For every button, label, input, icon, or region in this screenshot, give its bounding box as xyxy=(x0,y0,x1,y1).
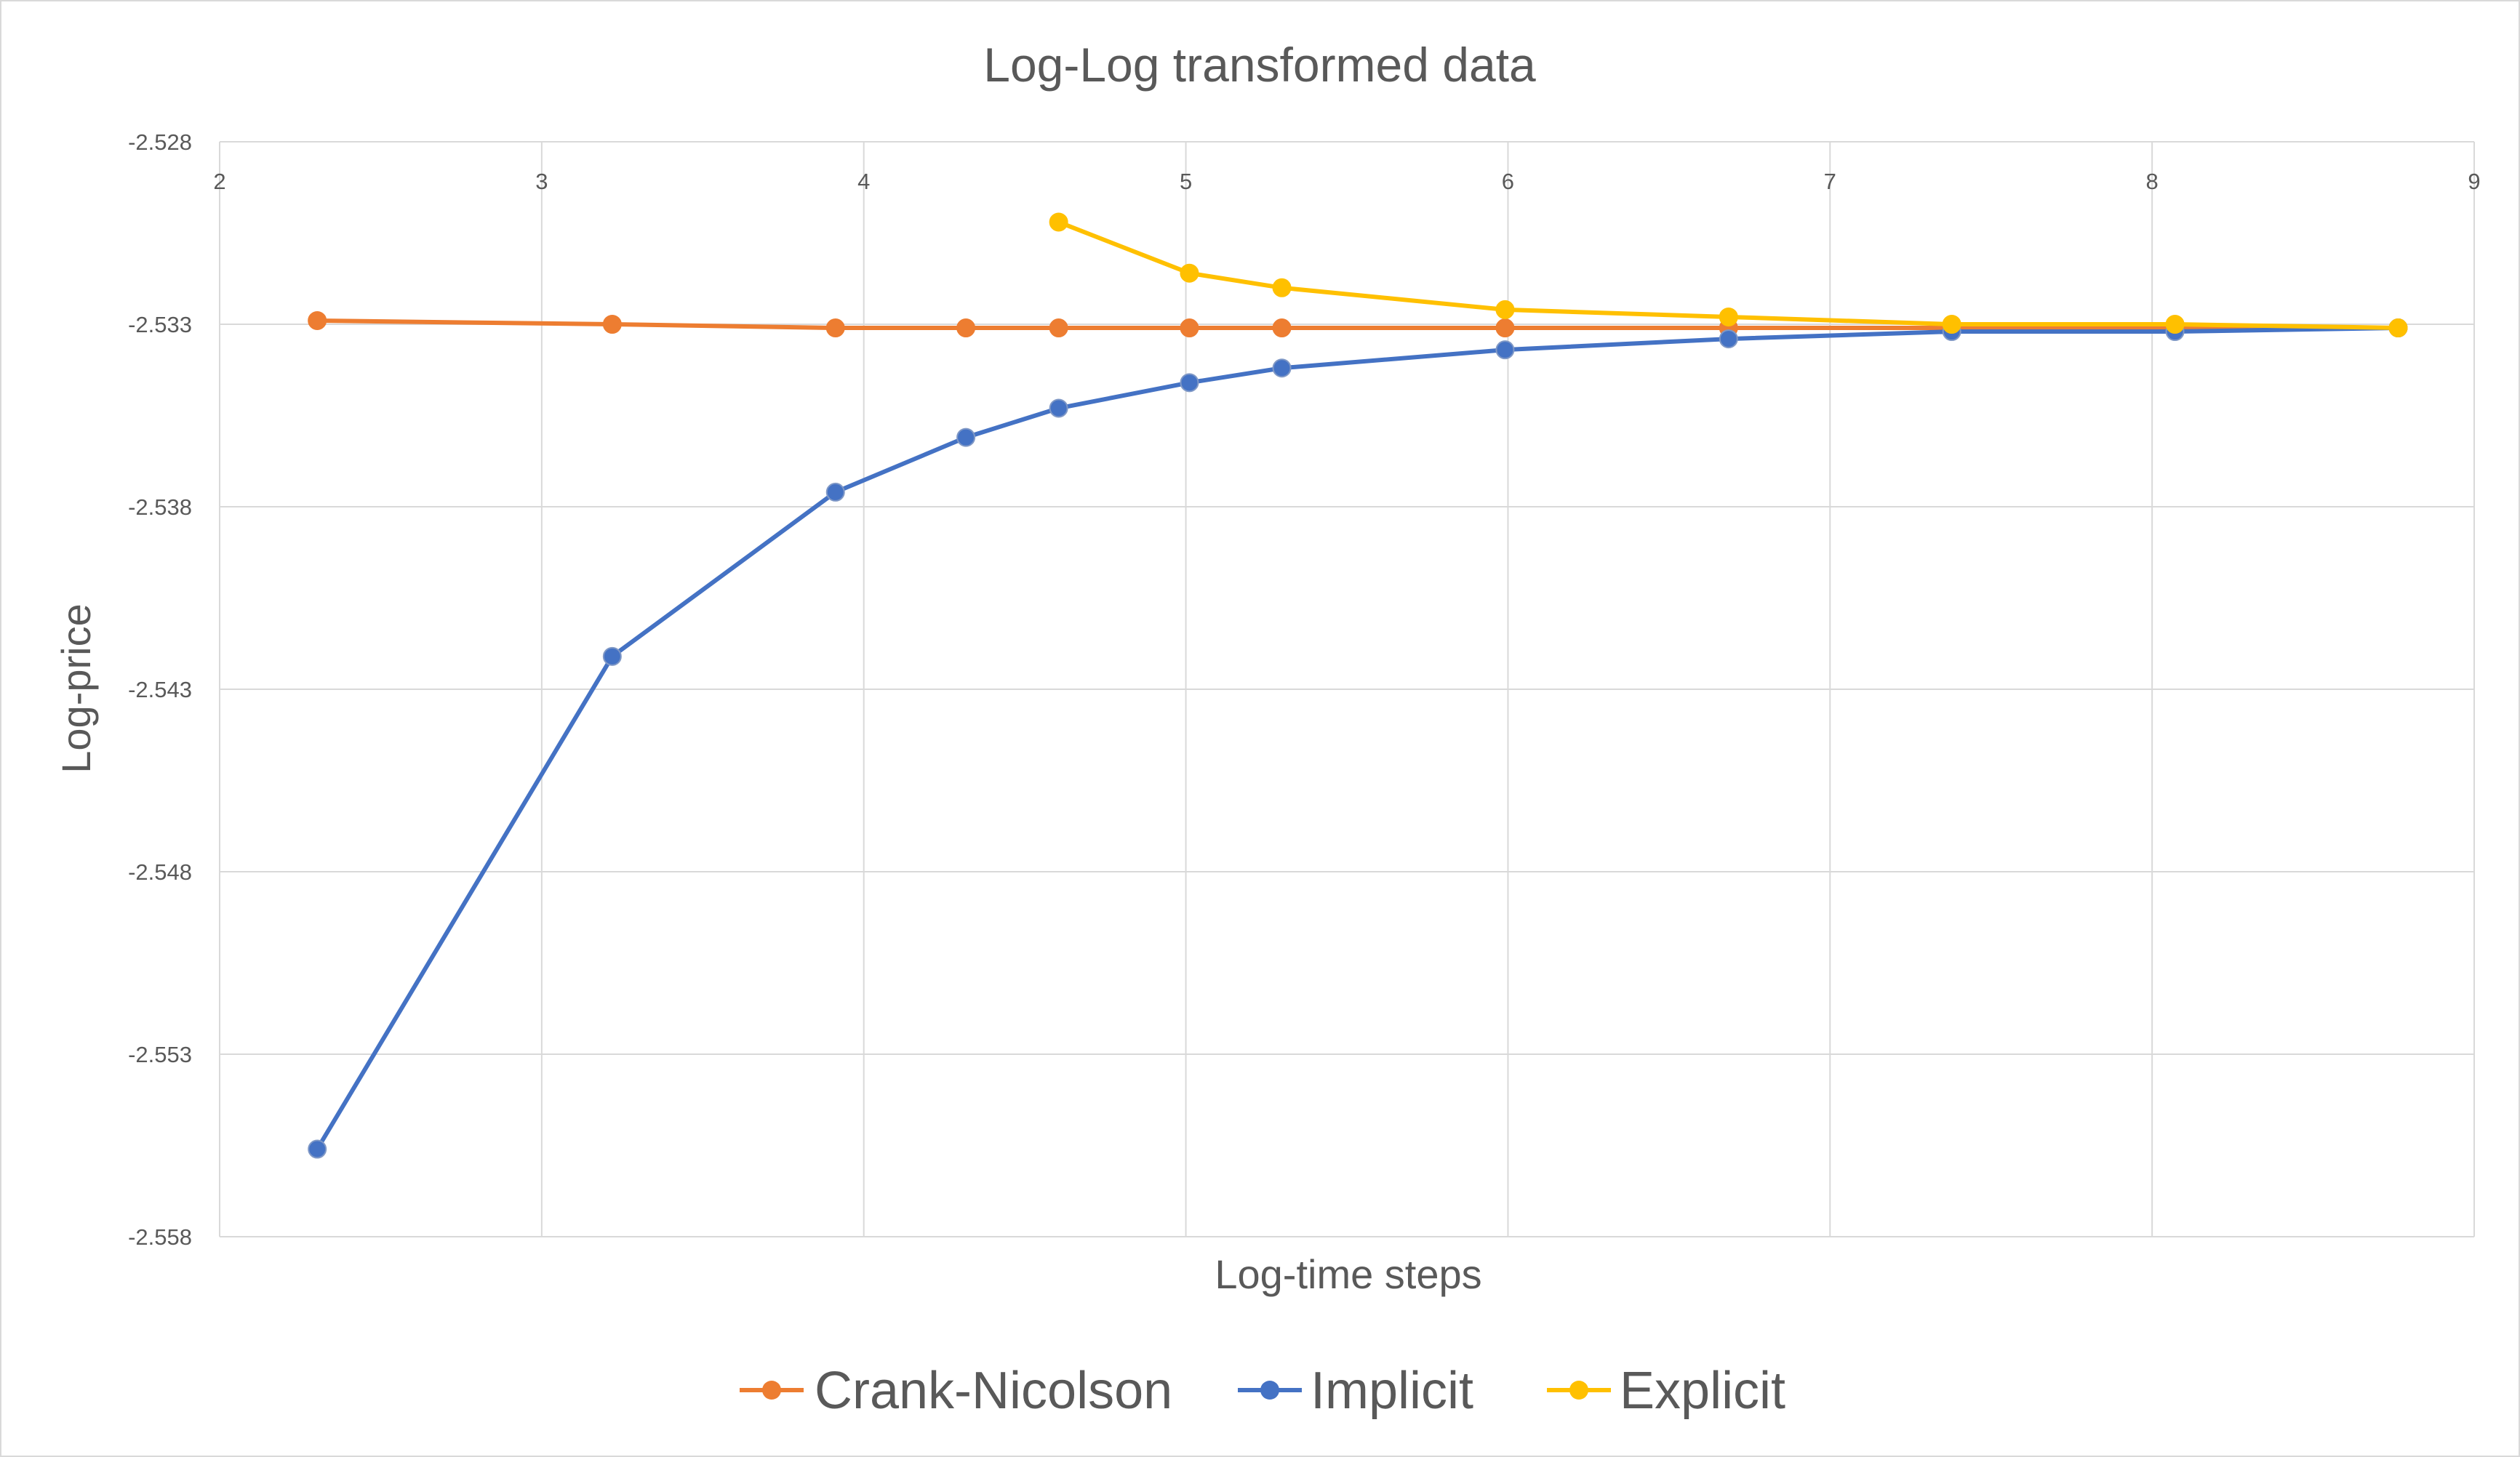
data-point xyxy=(308,310,327,330)
data-point xyxy=(1049,398,1068,418)
chart-title: Log-Log transformed data xyxy=(983,38,1536,92)
x-tick-label: 4 xyxy=(857,169,870,194)
data-point xyxy=(1272,318,1292,338)
data-point xyxy=(1495,318,1515,338)
legend-marker xyxy=(1260,1381,1279,1400)
legend-marker xyxy=(1569,1381,1588,1400)
data-point xyxy=(1272,278,1292,297)
data-point xyxy=(1495,300,1515,319)
data-point xyxy=(602,646,622,666)
data-point xyxy=(825,482,845,502)
y-tick-label: -2.543 xyxy=(128,677,192,702)
series-explicit xyxy=(1049,212,2408,338)
data-point xyxy=(2165,315,2185,334)
y-tick-label: -2.533 xyxy=(128,312,192,337)
data-point xyxy=(1180,263,1199,283)
series-line xyxy=(1056,220,2401,331)
x-tick-label: 6 xyxy=(1502,169,1514,194)
data-point xyxy=(1272,358,1292,378)
y-tick-label: -2.538 xyxy=(128,494,192,520)
x-tick-label: 3 xyxy=(535,169,548,194)
series-line xyxy=(315,318,2401,331)
data-point xyxy=(1719,329,1738,349)
grid-layer xyxy=(219,141,2475,1237)
legend-label: Crank-Nicolson xyxy=(815,1362,1172,1420)
tick-layer: 2 3 4 5 6 7 8 9 -2.528 -2.533 -2.538 -2.543 -2.548 -2… xyxy=(128,129,2481,1250)
y-tick-label: -2.558 xyxy=(128,1224,192,1250)
x-tick-label: 8 xyxy=(2146,169,2159,194)
data-point xyxy=(1495,340,1515,360)
legend: Crank-Nicolson Implicit Explicit xyxy=(740,1362,1785,1420)
data-point xyxy=(1049,212,1068,232)
data-point xyxy=(825,318,845,338)
y-tick-label: -2.553 xyxy=(128,1042,192,1067)
series-layer xyxy=(308,212,2408,1159)
x-tick-label: 9 xyxy=(2468,169,2480,194)
x-tick-label: 7 xyxy=(1824,169,1836,194)
series-line xyxy=(315,326,2401,1152)
x-tick-label: 5 xyxy=(1180,169,1192,194)
legend-label: Explicit xyxy=(1620,1362,1785,1420)
y-tick-label: -2.528 xyxy=(128,129,192,155)
y-tick-label: -2.548 xyxy=(128,859,192,885)
x-axis-title: Log-time steps xyxy=(1215,1251,1481,1297)
data-point xyxy=(2388,318,2408,338)
data-point xyxy=(956,428,976,447)
series-implicit xyxy=(308,318,2408,1159)
data-point xyxy=(1719,307,1738,326)
y-axis-title: Log-price xyxy=(53,603,99,773)
legend-label: Implicit xyxy=(1311,1362,1473,1420)
data-point xyxy=(956,318,976,338)
data-point xyxy=(308,1139,327,1159)
legend-marker xyxy=(762,1381,781,1400)
data-point xyxy=(1049,318,1068,338)
data-point xyxy=(602,315,622,334)
data-point xyxy=(1180,373,1199,393)
data-point xyxy=(1942,315,1961,334)
x-tick-label: 2 xyxy=(213,169,225,194)
data-point xyxy=(1180,318,1199,338)
